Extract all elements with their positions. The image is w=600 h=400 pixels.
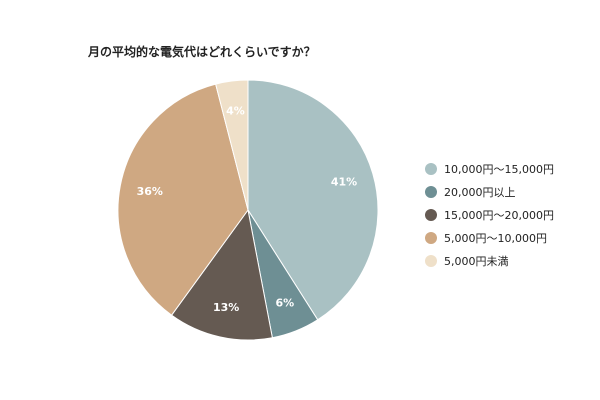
legend-item[interactable]: 15,000円～20,000円 (425, 203, 554, 226)
legend-item[interactable]: 20,000円以上 (425, 180, 554, 203)
slice-value-label: 36% (137, 185, 163, 198)
slice-value-label: 41% (331, 176, 357, 189)
slice-value-label: 13% (213, 301, 239, 314)
legend-label: 20,000円以上 (444, 185, 516, 199)
legend-swatch (425, 231, 437, 244)
pie-slice[interactable] (215, 79, 249, 211)
pie-slice[interactable] (117, 83, 249, 316)
pie-slice[interactable] (170, 208, 273, 341)
pie-slice[interactable] (247, 79, 379, 321)
chart-title: 月の平均的な電気代はどれくらいですか？ (88, 45, 316, 59)
slice-value-label: 4% (226, 104, 245, 117)
legend-label: 5,000円～10,000円 (444, 231, 547, 245)
legend: 10,000円～15,000円 20,000円以上 15,000円～20,000… (425, 157, 554, 272)
legend-label: 10,000円～15,000円 (444, 162, 554, 176)
legend-swatch (425, 162, 437, 175)
legend-item[interactable]: 5,000円未満 (425, 249, 554, 272)
legend-swatch (425, 185, 437, 198)
legend-label: 15,000円～20,000円 (444, 208, 554, 222)
legend-item[interactable]: 5,000円～10,000円 (425, 226, 554, 249)
legend-swatch (425, 208, 437, 221)
slice-value-label: 6% (275, 296, 294, 309)
legend-item[interactable]: 10,000円～15,000円 (425, 157, 554, 180)
legend-label: 5,000円未満 (444, 254, 509, 268)
legend-swatch (425, 254, 437, 267)
